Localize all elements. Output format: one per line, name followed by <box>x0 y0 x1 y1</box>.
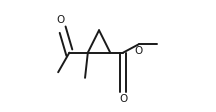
Text: O: O <box>57 15 65 25</box>
Text: O: O <box>135 46 143 56</box>
Text: O: O <box>119 94 127 104</box>
